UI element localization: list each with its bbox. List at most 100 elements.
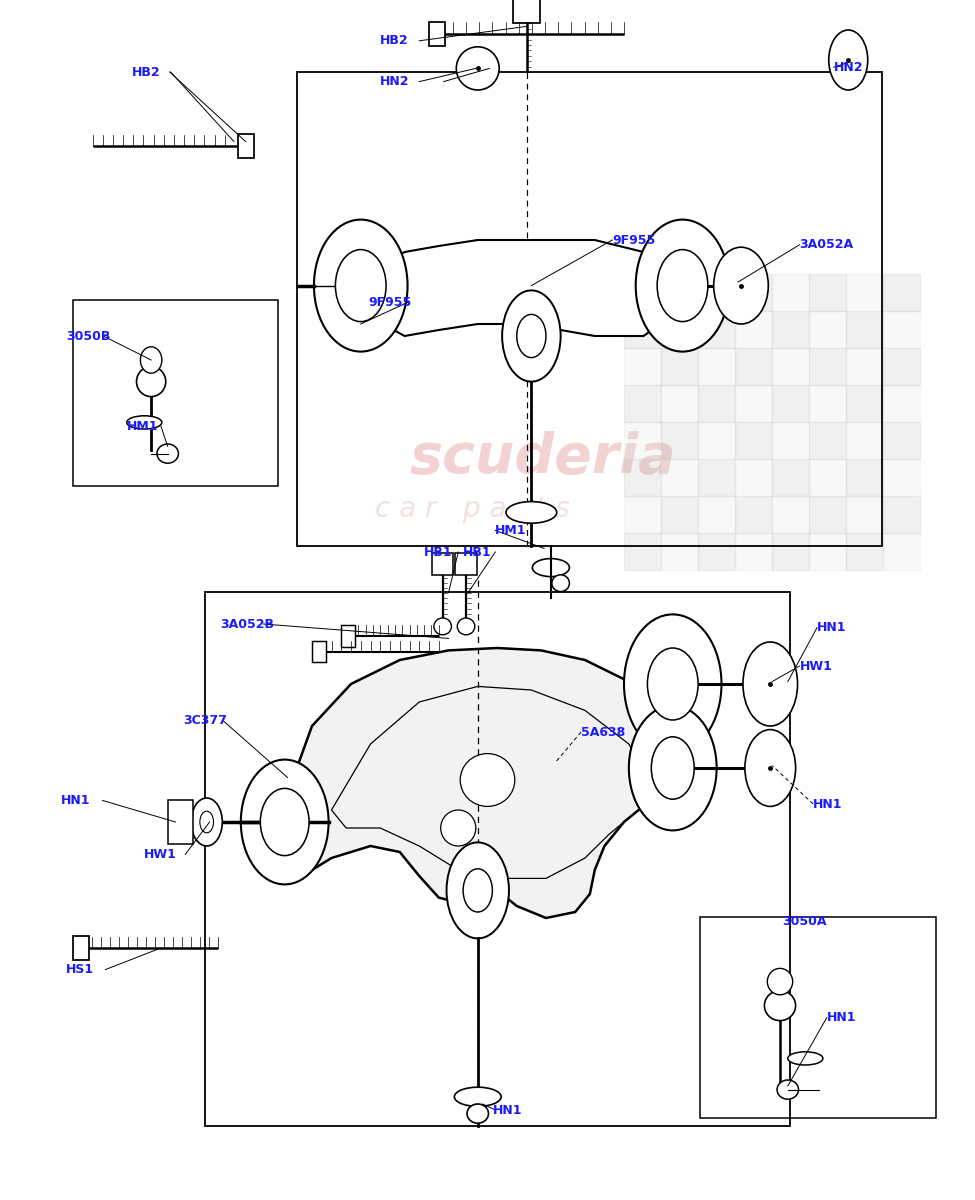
Ellipse shape: [745, 730, 796, 806]
Bar: [883, 496, 920, 533]
Bar: [661, 385, 698, 421]
Bar: [735, 422, 772, 458]
Ellipse shape: [532, 559, 569, 577]
Ellipse shape: [456, 47, 499, 90]
Text: scuderia: scuderia: [410, 431, 676, 485]
Text: HN1: HN1: [492, 1104, 522, 1116]
Bar: [624, 533, 661, 570]
Ellipse shape: [777, 1080, 799, 1099]
Bar: [698, 458, 735, 496]
Bar: [735, 348, 772, 385]
Ellipse shape: [463, 869, 492, 912]
Text: 5A638: 5A638: [581, 726, 625, 738]
Text: HB1: HB1: [424, 546, 452, 558]
Ellipse shape: [200, 811, 214, 833]
Bar: [624, 274, 661, 311]
Bar: [809, 496, 846, 533]
Bar: [846, 458, 883, 496]
Bar: [429, 22, 445, 46]
Bar: [846, 533, 883, 570]
Ellipse shape: [657, 250, 708, 322]
Text: HS1: HS1: [66, 964, 95, 976]
Ellipse shape: [457, 618, 475, 635]
Ellipse shape: [502, 290, 561, 382]
Bar: [883, 533, 920, 570]
Bar: [297, 72, 882, 546]
Bar: [809, 422, 846, 458]
Bar: [735, 496, 772, 533]
Text: HM1: HM1: [127, 420, 158, 432]
Bar: [809, 311, 846, 348]
Ellipse shape: [629, 706, 717, 830]
Text: HN2: HN2: [834, 61, 863, 73]
Bar: [624, 311, 661, 348]
Bar: [698, 348, 735, 385]
Ellipse shape: [460, 754, 515, 806]
Ellipse shape: [191, 798, 222, 846]
Bar: [698, 533, 735, 570]
Bar: [700, 917, 936, 1118]
Ellipse shape: [647, 648, 698, 720]
Bar: [624, 422, 661, 458]
Bar: [432, 553, 453, 575]
Text: 3A052B: 3A052B: [220, 618, 274, 630]
Bar: [846, 496, 883, 533]
Ellipse shape: [314, 220, 408, 352]
Text: HN1: HN1: [817, 622, 846, 634]
Bar: [341, 625, 355, 647]
Bar: [846, 311, 883, 348]
Ellipse shape: [767, 968, 793, 995]
Ellipse shape: [136, 366, 166, 396]
Bar: [661, 311, 698, 348]
Text: 9F955: 9F955: [612, 234, 655, 246]
Bar: [73, 300, 278, 486]
Ellipse shape: [241, 760, 329, 884]
Bar: [846, 348, 883, 385]
Ellipse shape: [714, 247, 768, 324]
Bar: [661, 422, 698, 458]
Bar: [846, 422, 883, 458]
Text: HM1: HM1: [495, 524, 526, 536]
Text: HB2: HB2: [380, 35, 409, 47]
Ellipse shape: [127, 415, 162, 428]
Ellipse shape: [467, 1104, 488, 1123]
Ellipse shape: [434, 618, 451, 635]
Polygon shape: [361, 240, 678, 336]
Bar: [735, 311, 772, 348]
Bar: [661, 458, 698, 496]
Ellipse shape: [157, 444, 178, 463]
Bar: [735, 458, 772, 496]
Bar: [772, 422, 809, 458]
Ellipse shape: [140, 347, 162, 373]
Ellipse shape: [260, 788, 309, 856]
Ellipse shape: [447, 842, 509, 938]
Bar: [455, 553, 477, 575]
Bar: [809, 385, 846, 421]
Bar: [772, 533, 809, 570]
Text: HN2: HN2: [380, 76, 410, 88]
Bar: [846, 274, 883, 311]
Ellipse shape: [335, 250, 386, 322]
Bar: [661, 348, 698, 385]
Bar: [624, 496, 661, 533]
Ellipse shape: [764, 991, 796, 1020]
Bar: [312, 641, 326, 662]
Bar: [772, 458, 809, 496]
Ellipse shape: [624, 614, 722, 754]
Bar: [735, 533, 772, 570]
Text: HN1: HN1: [813, 798, 842, 810]
Polygon shape: [285, 648, 682, 918]
Ellipse shape: [517, 314, 546, 358]
Ellipse shape: [829, 30, 868, 90]
Text: HW1: HW1: [800, 660, 833, 672]
Text: 3A052A: 3A052A: [800, 239, 854, 251]
Bar: [883, 458, 920, 496]
Bar: [772, 496, 809, 533]
Bar: [624, 458, 661, 496]
Text: HN1: HN1: [827, 1012, 856, 1024]
Bar: [809, 533, 846, 570]
Bar: [624, 348, 661, 385]
Bar: [661, 533, 698, 570]
Ellipse shape: [743, 642, 798, 726]
Text: 3050B: 3050B: [66, 330, 111, 342]
